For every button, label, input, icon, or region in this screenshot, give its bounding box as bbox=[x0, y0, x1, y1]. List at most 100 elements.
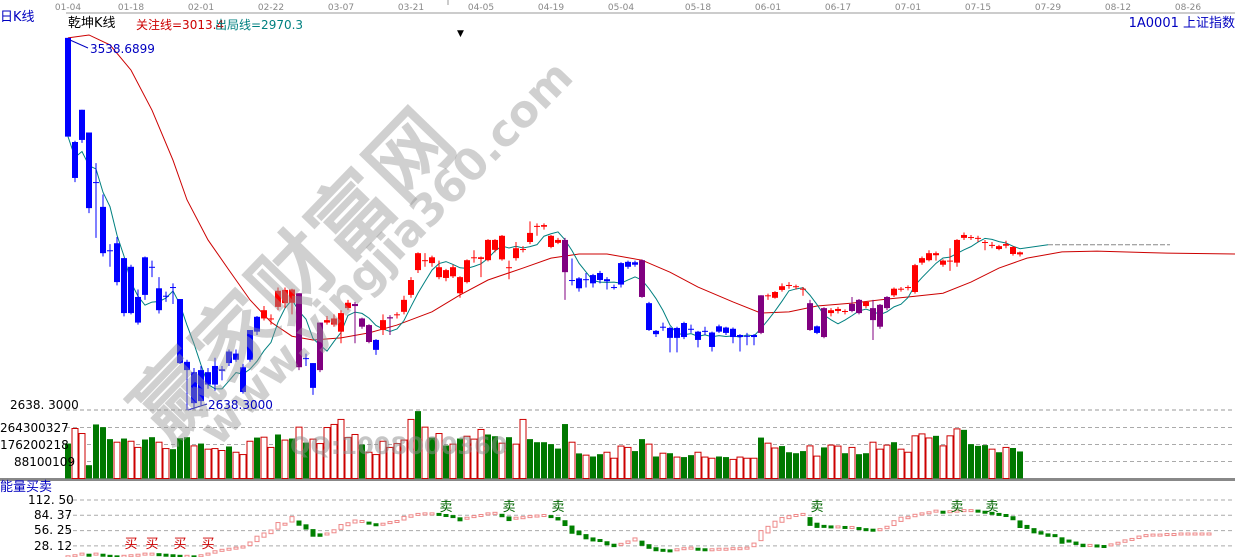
candle-body bbox=[947, 260, 953, 262]
energy-bar bbox=[1108, 543, 1114, 547]
candle-body bbox=[275, 290, 281, 307]
volume-bar bbox=[723, 457, 729, 479]
period-label[interactable]: 日K线 bbox=[0, 10, 35, 25]
candle-body bbox=[247, 330, 253, 360]
candle bbox=[156, 277, 162, 314]
x-tick-label: 03-21 bbox=[398, 3, 424, 13]
candle bbox=[366, 324, 372, 344]
energy-bar bbox=[303, 524, 309, 530]
candle-body bbox=[905, 287, 911, 289]
candle bbox=[212, 357, 218, 391]
volume-bar bbox=[295, 426, 303, 480]
energy-bar bbox=[779, 516, 785, 523]
candle bbox=[653, 330, 659, 338]
volume-bar bbox=[659, 452, 667, 479]
candle bbox=[548, 234, 554, 249]
energy-bar bbox=[128, 554, 134, 557]
buy-signal-label: 买 bbox=[201, 537, 214, 552]
candle-body bbox=[632, 262, 638, 265]
candle-body bbox=[590, 275, 596, 284]
energy-bar bbox=[905, 516, 911, 520]
volume-bar bbox=[400, 439, 408, 479]
candle-body bbox=[1010, 246, 1016, 254]
volume-bar bbox=[275, 434, 281, 479]
candle-body bbox=[156, 288, 162, 311]
volume-bar bbox=[134, 446, 142, 479]
volume-bar bbox=[498, 442, 506, 479]
candle-body bbox=[569, 280, 575, 282]
x-tick-label: 04-05 bbox=[468, 3, 494, 13]
candle bbox=[79, 109, 85, 143]
candle bbox=[401, 295, 407, 315]
energy-bar bbox=[184, 554, 190, 557]
volume-bar bbox=[281, 439, 289, 479]
candle-body bbox=[877, 304, 883, 327]
candle bbox=[1003, 240, 1009, 249]
candle bbox=[625, 260, 631, 269]
volume-bar bbox=[918, 433, 926, 479]
energy-bar bbox=[604, 541, 610, 546]
energy-bar bbox=[429, 512, 435, 516]
candle-body bbox=[758, 295, 764, 333]
candle-body bbox=[121, 258, 127, 314]
volume-bar bbox=[359, 444, 365, 479]
volume-bar bbox=[576, 453, 582, 479]
volume-bar bbox=[113, 441, 121, 480]
candle-body bbox=[814, 326, 820, 333]
energy-bar bbox=[107, 554, 113, 557]
energy-bar bbox=[653, 547, 659, 552]
energy-bar bbox=[1010, 516, 1016, 521]
candle-body bbox=[597, 272, 603, 281]
energy-bar bbox=[408, 514, 414, 518]
energy-bar bbox=[639, 540, 645, 546]
volume-bar bbox=[968, 444, 974, 479]
volume-bar bbox=[758, 437, 764, 479]
candle-body bbox=[289, 289, 295, 303]
candle-body bbox=[821, 308, 827, 338]
energy-bar bbox=[100, 553, 106, 557]
volume-bar bbox=[716, 456, 722, 479]
candle bbox=[436, 260, 442, 280]
candle bbox=[191, 368, 197, 410]
candle bbox=[352, 301, 358, 344]
candle bbox=[93, 163, 99, 238]
candle-body bbox=[828, 310, 834, 314]
energy-bar bbox=[632, 537, 638, 542]
energy-bar bbox=[968, 509, 974, 513]
candle bbox=[597, 270, 603, 284]
energy-bar bbox=[310, 529, 316, 537]
volume-bar bbox=[827, 444, 835, 480]
candle bbox=[275, 287, 281, 311]
candle-body bbox=[408, 280, 414, 295]
candle-body bbox=[198, 370, 204, 402]
energy-bar bbox=[436, 512, 442, 516]
volume-bar bbox=[897, 448, 905, 480]
candle-body bbox=[702, 330, 708, 332]
candle-body bbox=[716, 326, 722, 332]
volume-bar bbox=[821, 447, 827, 479]
candle-body bbox=[296, 293, 302, 368]
dropdown-triangle-down-icon[interactable]: ▼ bbox=[457, 29, 464, 39]
candle-body bbox=[618, 263, 624, 285]
energy-bar bbox=[1080, 543, 1086, 548]
candle-body bbox=[450, 267, 456, 277]
candle bbox=[891, 287, 897, 297]
candle bbox=[877, 303, 883, 329]
volume-bar bbox=[982, 445, 988, 479]
energy-axis-label-1: 112. 50 bbox=[28, 493, 74, 507]
candle-body bbox=[912, 265, 918, 293]
volume-bar bbox=[645, 443, 653, 479]
energy-bar bbox=[681, 547, 687, 551]
energy-bar bbox=[415, 512, 421, 516]
energy-bar bbox=[499, 513, 505, 518]
energy-bar bbox=[856, 527, 862, 531]
energy-bar bbox=[793, 514, 799, 518]
candle bbox=[240, 363, 246, 394]
candle bbox=[730, 327, 736, 344]
energy-bar bbox=[926, 511, 932, 515]
energy-bar bbox=[667, 549, 673, 553]
energy-bar bbox=[1094, 544, 1100, 548]
energy-bar bbox=[933, 509, 939, 513]
